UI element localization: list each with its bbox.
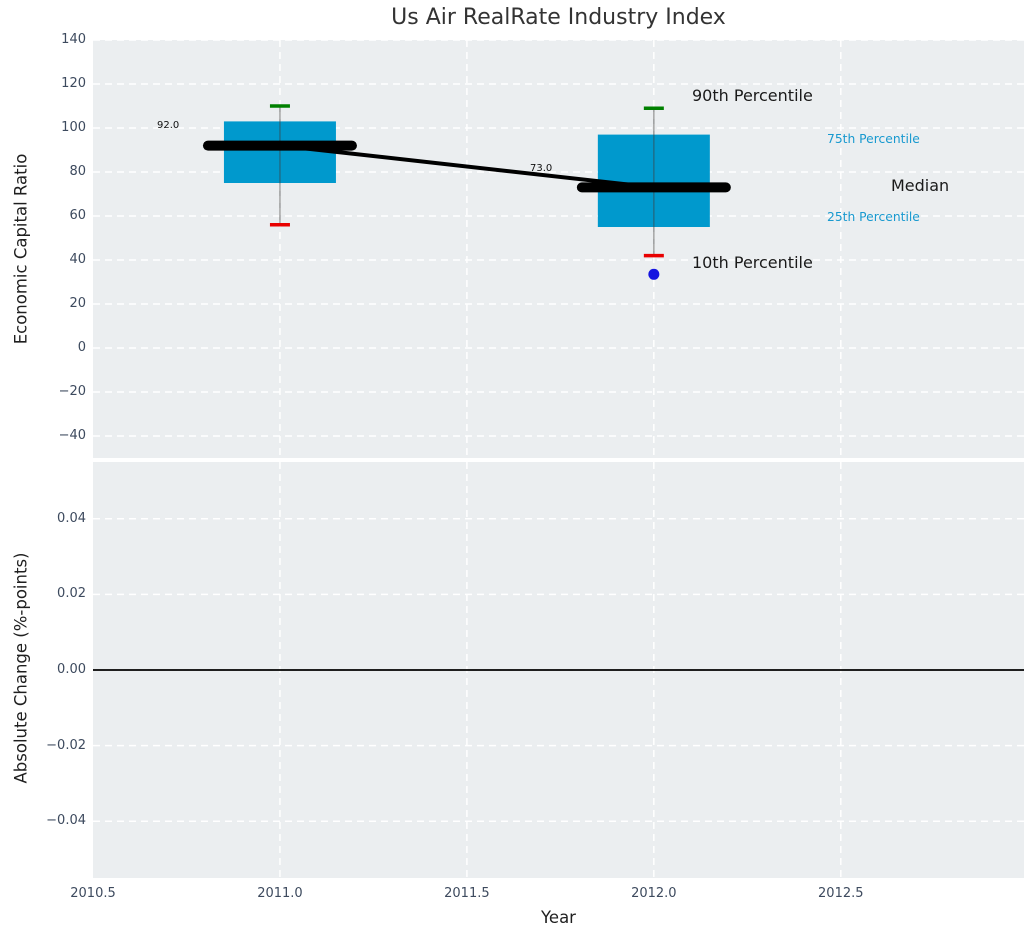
- y-tick-label-top: −20: [58, 384, 86, 399]
- y-tick-label-bottom: −0.04: [46, 813, 86, 829]
- x-tick-label: 2011.5: [444, 886, 490, 901]
- y-tick-label-top: 0: [77, 340, 86, 355]
- bottom-plot-area: [93, 462, 1024, 878]
- y-tick-label-top: 40: [69, 252, 86, 267]
- y-tick-label-top: 20: [69, 296, 86, 311]
- top-plot-area: [93, 40, 1024, 458]
- y-tick-label-top: −40: [58, 428, 86, 443]
- y-tick-label-bottom: 0.02: [57, 586, 86, 602]
- x-tick-label: 2012.5: [818, 886, 864, 901]
- x-tick-label: 2010.5: [70, 886, 116, 901]
- x-tick-label: 2012.0: [631, 886, 677, 901]
- y-axis-label-top: Economic Capital Ratio: [11, 153, 31, 345]
- y-tick-label-top: 120: [61, 76, 86, 91]
- annotation-90th-percentile: 90th Percentile: [692, 86, 813, 105]
- annotation-25th-percentile: 25th Percentile: [827, 210, 920, 224]
- outlier-dot-2012: [648, 268, 660, 280]
- y-tick-label-top: 140: [61, 32, 86, 47]
- y-tick-label-bottom: 0.00: [57, 662, 86, 677]
- value-label-2011: 92.0: [157, 120, 180, 131]
- company-line: [279, 143, 655, 190]
- y-tick-label-bottom: −0.02: [46, 737, 86, 753]
- x-axis-label: Year: [541, 908, 576, 927]
- y-tick-label-bottom: 0.04: [57, 510, 86, 526]
- y-tick-label-top: 80: [69, 164, 86, 179]
- annotation-10th-percentile: 10th Percentile: [692, 253, 813, 272]
- x-tick-label: 2011.0: [257, 886, 303, 901]
- chart-title: Us Air RealRate Industry Index: [391, 5, 726, 30]
- annotation-median: Median: [891, 176, 950, 195]
- value-label-2012: 73.0: [530, 163, 553, 174]
- annotation-75th-percentile: 75th Percentile: [827, 132, 920, 146]
- y-tick-label-top: 60: [69, 208, 86, 223]
- bottom-plot-canvas: [93, 462, 1024, 878]
- top-plot-canvas: [93, 40, 1024, 458]
- y-tick-label-top: 100: [61, 120, 86, 135]
